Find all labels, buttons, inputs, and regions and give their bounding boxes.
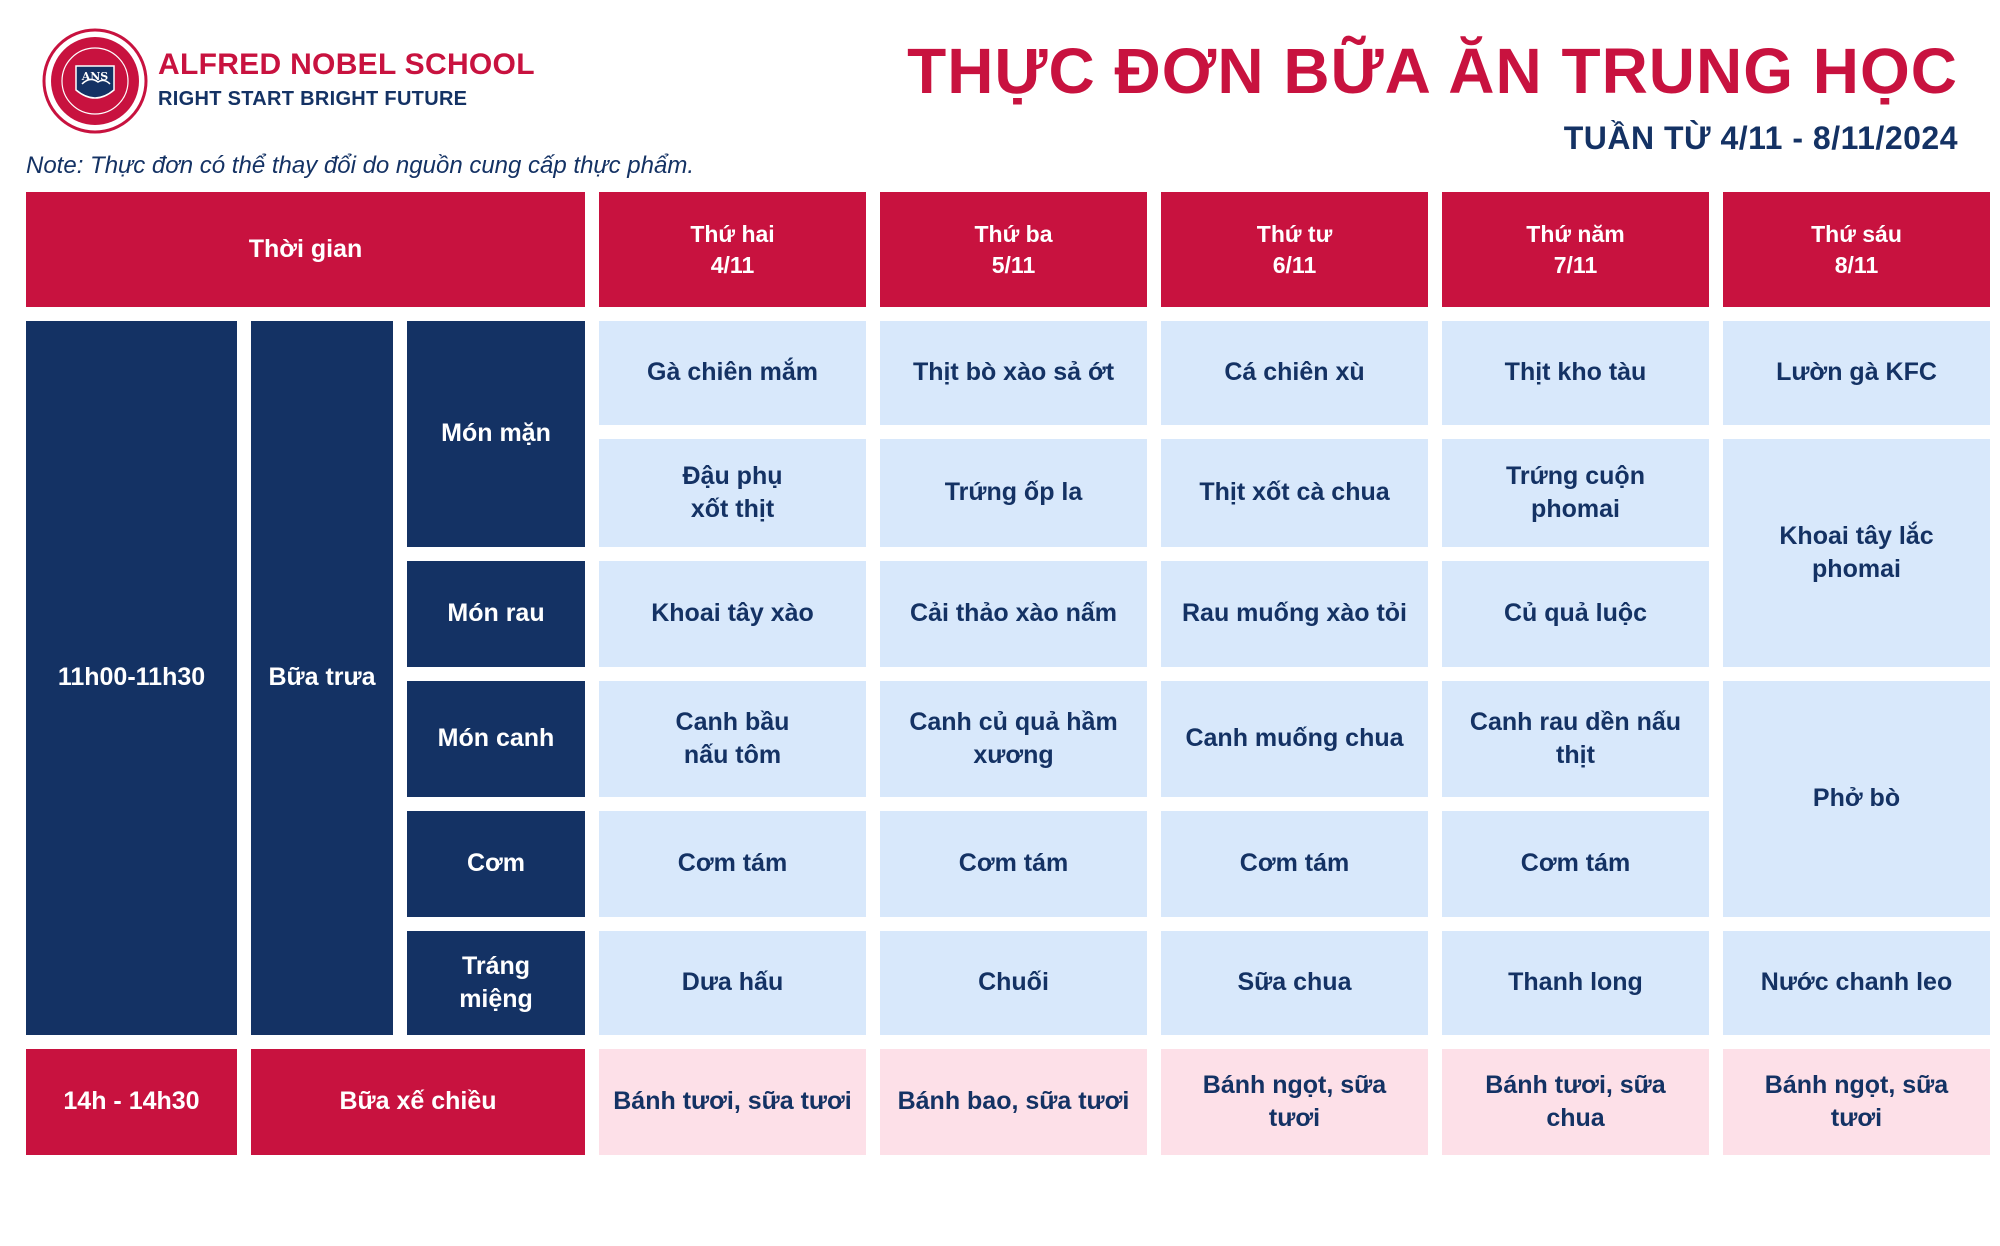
category-main: Món mặn	[407, 321, 585, 547]
day-name: Thứ tư	[1256, 220, 1333, 247]
menu-cell: Thanh long	[1442, 931, 1709, 1035]
day-name: Thứ hai	[690, 220, 775, 247]
menu-cell: Canh rau dền nấu thịt	[1442, 681, 1709, 797]
menu-cell: Cơm tám	[1442, 811, 1709, 917]
snack-cell: Bánh tươi, sữa chua	[1442, 1049, 1709, 1155]
menu-cell: Canh bầu nấu tôm	[599, 681, 866, 797]
menu-cell: Chuối	[880, 931, 1147, 1035]
menu-cell: Trứng cuộn phomai	[1442, 439, 1709, 547]
day-date: 7/11	[1553, 251, 1598, 278]
snack-cell: Bánh bao, sữa tươi	[880, 1049, 1147, 1155]
lunch-time: 11h00-11h30	[26, 321, 237, 1035]
week-range: TUẦN TỪ 4/11 - 8/11/2024	[1563, 120, 1958, 156]
menu-cell: Cá chiên xù	[1161, 321, 1428, 425]
snack-cell: Bánh tươi, sữa tươi	[599, 1049, 866, 1155]
menu-cell: Cơm tám	[599, 811, 866, 917]
menu-cell: Cơm tám	[880, 811, 1147, 917]
menu-cell: Khoai tây lắc phomai	[1723, 439, 1990, 667]
logo-monogram: ANS	[81, 70, 109, 83]
day-header-monday: Thứ hai 4/11	[599, 192, 866, 307]
day-name: Thứ ba	[974, 220, 1053, 247]
page-title: THỰC ĐƠN BỮA ĂN TRUNG HỌC	[907, 35, 1958, 107]
category-dessert: Tráng miệng	[407, 931, 585, 1035]
school-logo: ANS	[42, 28, 148, 134]
menu-cell: Thịt bò xào sả ớt	[880, 321, 1147, 425]
menu-cell: Đậu phụ xốt thịt	[599, 439, 866, 547]
school-slogan: RIGHT START BRIGHT FUTURE	[158, 88, 468, 110]
menu-cell: Cơm tám	[1161, 811, 1428, 917]
menu-cell: Rau muống xào tỏi	[1161, 561, 1428, 667]
menu-cell: Lườn gà KFC	[1723, 321, 1990, 425]
day-date: 4/11	[710, 251, 755, 278]
snack-cell: Bánh ngọt, sữa tươi	[1161, 1049, 1428, 1155]
afternoon-meal-label: Bữa xế chiều	[251, 1049, 585, 1155]
menu-cell: Canh củ quả hầm xương	[880, 681, 1147, 797]
day-date: 8/11	[1834, 251, 1879, 278]
menu-cell: Thịt xốt cà chua	[1161, 439, 1428, 547]
day-name: Thứ sáu	[1811, 220, 1902, 247]
day-date: 5/11	[991, 251, 1036, 278]
menu-cell: Củ quả luộc	[1442, 561, 1709, 667]
lunch-meal-label: Bữa trưa	[251, 321, 393, 1035]
afternoon-time: 14h - 14h30	[26, 1049, 237, 1155]
category-soup: Món canh	[407, 681, 585, 797]
time-header: Thời gian	[26, 192, 585, 307]
menu-note: Note: Thực đơn có thể thay đổi do nguồn …	[26, 152, 695, 179]
menu-cell: Gà chiên mắm	[599, 321, 866, 425]
menu-cell: Cải thảo xào nấm	[880, 561, 1147, 667]
day-header-tuesday: Thứ ba 5/11	[880, 192, 1147, 307]
menu-cell: Canh muống chua	[1161, 681, 1428, 797]
menu-cell: Phở bò	[1723, 681, 1990, 917]
school-name: ALFRED NOBEL SCHOOL	[158, 48, 535, 81]
day-header-friday: Thứ sáu 8/11	[1723, 192, 1990, 307]
menu-cell: Dưa hấu	[599, 931, 866, 1035]
day-header-wednesday: Thứ tư 6/11	[1161, 192, 1428, 307]
snack-cell: Bánh ngọt, sữa tươi	[1723, 1049, 1990, 1155]
category-vegetable: Món rau	[407, 561, 585, 667]
day-header-thursday: Thứ năm 7/11	[1442, 192, 1709, 307]
menu-cell: Trứng ốp la	[880, 439, 1147, 547]
menu-cell: Thịt kho tàu	[1442, 321, 1709, 425]
day-name: Thứ năm	[1526, 220, 1625, 247]
menu-cell: Sữa chua	[1161, 931, 1428, 1035]
category-rice: Cơm	[407, 811, 585, 917]
menu-cell: Nước chanh leo	[1723, 931, 1990, 1035]
day-date: 6/11	[1272, 251, 1317, 278]
menu-cell: Khoai tây xào	[599, 561, 866, 667]
